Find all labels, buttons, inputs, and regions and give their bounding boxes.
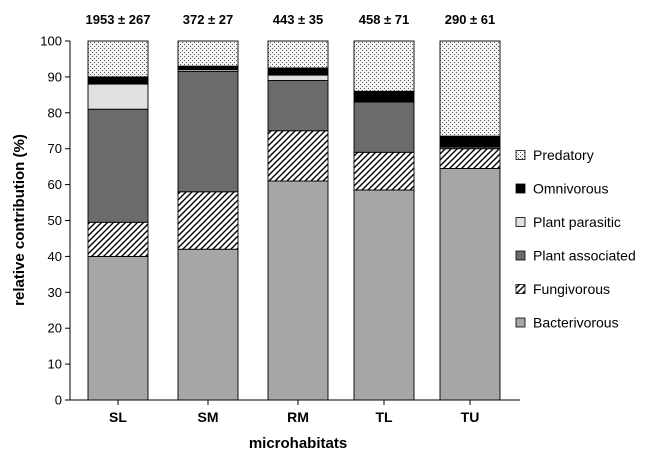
- bar-segment-plant-associated: [177, 71, 239, 193]
- legend-label-bacterivorous: Bacterivorous: [533, 315, 619, 331]
- x-tick-label: TL: [375, 409, 393, 425]
- y-tick-label: 0: [55, 393, 62, 408]
- bar-total-label: 443 ± 35: [273, 12, 324, 27]
- bar-stack-rm: [267, 40, 329, 401]
- legend-label-plant-parasitic: Plant parasitic: [533, 214, 621, 230]
- bar-segment-predatory: [439, 40, 501, 137]
- bar-stack-sm: [177, 40, 239, 401]
- bar-segment-bacterivorous: [353, 189, 415, 401]
- x-tick-label: RM: [287, 409, 309, 425]
- bar-total-label: 372 ± 27: [183, 12, 234, 27]
- legend-label-predatory: Predatory: [533, 147, 594, 163]
- bar-segment-predatory: [267, 40, 329, 69]
- x-tick-label: TU: [461, 409, 480, 425]
- bar-total-label: 290 ± 61: [445, 12, 496, 27]
- bar-segment-predatory: [87, 40, 149, 78]
- bar-segment-omnivorous: [87, 76, 149, 85]
- y-axis-title: relative contribution (%): [11, 134, 28, 306]
- legend-swatch-plant-associated: [515, 250, 526, 261]
- y-tick-label: 20: [48, 321, 62, 336]
- bar-segment-bacterivorous: [267, 180, 329, 401]
- bar-segment-plant-associated: [87, 108, 149, 223]
- bar-segment-fungivorous: [87, 221, 149, 257]
- legend-label-plant-associated: Plant associated: [533, 248, 636, 264]
- x-tick-label: SL: [109, 409, 127, 425]
- legend-label-omnivorous: Omnivorous: [533, 181, 608, 197]
- legend-swatch-bacterivorous: [515, 317, 526, 328]
- legend-swatch-omnivorous: [515, 183, 526, 194]
- bar-segment-predatory: [353, 40, 415, 92]
- bar-segment-fungivorous: [439, 148, 501, 169]
- y-tick-label: 90: [48, 69, 62, 84]
- bar-segment-omnivorous: [177, 65, 239, 71]
- bar-segment-plant-parasitic: [87, 83, 149, 110]
- x-tick-label: SM: [198, 409, 219, 425]
- bar-segment-bacterivorous: [439, 167, 501, 401]
- y-tick-label: 80: [48, 105, 62, 120]
- bar-segment-predatory: [177, 40, 239, 67]
- bar-total-label: 458 ± 71: [359, 12, 410, 27]
- y-tick-label: 50: [48, 213, 62, 228]
- x-axis-title: microhabitats: [249, 435, 347, 452]
- bar-segment-omnivorous: [439, 135, 501, 148]
- y-tick-label: 40: [48, 249, 62, 264]
- bar-segment-plant-associated: [267, 80, 329, 132]
- bar-segment-fungivorous: [177, 191, 239, 250]
- bar-segment-omnivorous: [353, 90, 415, 103]
- bar-segment-fungivorous: [353, 151, 415, 191]
- bar-segment-bacterivorous: [87, 255, 149, 401]
- y-tick-label: 70: [48, 141, 62, 156]
- y-tick-label: 10: [48, 357, 62, 372]
- bar-segment-plant-associated: [353, 101, 415, 153]
- bar-segment-fungivorous: [267, 130, 329, 182]
- y-tick-label: 100: [40, 34, 62, 49]
- bar-segment-plant-parasitic: [267, 74, 329, 81]
- bar-stack-sl: [87, 40, 149, 401]
- legend-swatch-plant-parasitic: [515, 217, 526, 227]
- bar-stack-tu: [439, 40, 501, 401]
- bar-stack-tl: [353, 40, 415, 401]
- bar-total-label: 1953 ± 267: [86, 12, 151, 27]
- bar-segment-bacterivorous: [177, 248, 239, 401]
- legend-swatch-fungivorous: [515, 284, 526, 294]
- y-tick-label: 60: [48, 177, 62, 192]
- legend-swatch-predatory: [515, 150, 526, 160]
- legend-label-fungivorous: Fungivorous: [533, 281, 610, 297]
- y-tick-label: 30: [48, 285, 62, 300]
- bar-segment-omnivorous: [267, 67, 329, 76]
